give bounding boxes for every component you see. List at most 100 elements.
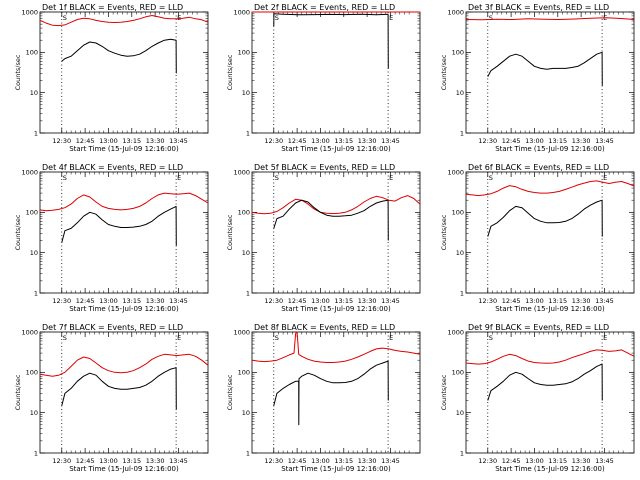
- x-tick-label: 13:30: [572, 457, 591, 465]
- y-tick-label: 10: [456, 249, 464, 257]
- panel-1: Det 1f BLACK = Events, RED = LLD 1 10 100 10…: [14, 3, 209, 153]
- lld-series-line: [251, 331, 421, 363]
- y-tick-label: 100: [452, 369, 464, 377]
- plot-frame: [39, 331, 209, 454]
- x-tick-label: 13:45: [381, 457, 400, 465]
- end-marker-label: E: [177, 334, 181, 342]
- x-tick-label: 13:00: [311, 457, 330, 465]
- y-tick-label: 10: [456, 89, 464, 97]
- panel-title: Det 9f BLACK = Events, RED = LLD: [468, 323, 609, 332]
- x-tick-label: 13:15: [548, 457, 567, 465]
- x-tick-label: 13:30: [358, 297, 377, 305]
- events-series-line: [273, 13, 389, 69]
- y-tick-label: 100: [238, 369, 250, 377]
- lld-series-line: [465, 180, 635, 197]
- panel-7: Det 7f BLACK = Events, RED = LLD 1 10 100 10…: [14, 323, 209, 473]
- panel-title: Det 2f BLACK = Events, RED = LLD: [254, 3, 395, 12]
- start-marker-label: S: [63, 174, 67, 182]
- start-marker-label: S: [63, 334, 67, 342]
- end-marker-label: E: [603, 174, 607, 182]
- events-series-line: [487, 363, 603, 401]
- y-tick-label: 1: [460, 289, 464, 297]
- y-tick-label: 100: [238, 49, 250, 57]
- y-tick-label: 100: [26, 369, 38, 377]
- x-tick-label: 13:45: [381, 137, 400, 145]
- lld-series-line: [39, 15, 209, 27]
- y-tick-label: 100: [26, 49, 38, 57]
- events-series-line: [273, 360, 389, 426]
- x-tick-label: 12:30: [478, 137, 497, 145]
- y-tick-label: 10: [30, 89, 38, 97]
- events-series-line: [61, 367, 177, 410]
- x-tick-label: 13:30: [146, 457, 165, 465]
- panel-title: Det 8f BLACK = Events, RED = LLD: [254, 323, 395, 332]
- y-tick-label: 1000: [21, 328, 38, 336]
- y-axis-label: Counts/sec: [226, 374, 234, 410]
- x-tick-label: 13:15: [334, 297, 353, 305]
- x-tick-label: 13:00: [525, 457, 544, 465]
- x-axis-label: Start Time (15-Jul-09 12:16:00): [281, 465, 391, 473]
- plot-frame: [465, 171, 635, 294]
- x-axis-label: Start Time (15-Jul-09 12:16:00): [69, 465, 179, 473]
- events-series-line: [487, 199, 603, 237]
- y-axis-label: Counts/sec: [440, 374, 448, 410]
- x-tick-label: 13:45: [595, 457, 614, 465]
- x-tick-label: 12:45: [502, 457, 521, 465]
- panel-5: Det 5f BLACK = Events, RED = LLD 1 10 100 10…: [226, 163, 421, 313]
- y-tick-label: 1000: [447, 8, 464, 16]
- y-tick-label: 1000: [21, 8, 38, 16]
- y-tick-label: 10: [242, 249, 250, 257]
- y-axis-label: Counts/sec: [14, 54, 22, 90]
- x-tick-label: 13:45: [595, 137, 614, 145]
- y-tick-label: 1: [246, 289, 250, 297]
- y-axis-label: Counts/sec: [440, 214, 448, 250]
- y-tick-label: 1000: [447, 328, 464, 336]
- end-marker-label: E: [177, 14, 181, 22]
- x-axis-label: Start Time (15-Jul-09 12:16:00): [495, 145, 605, 153]
- panel-9: Det 9f BLACK = Events, RED = LLD 1 10 100 10…: [440, 323, 635, 473]
- x-tick-label: 13:15: [122, 137, 141, 145]
- x-tick-label: 12:30: [264, 457, 283, 465]
- y-tick-label: 1: [34, 449, 38, 457]
- x-tick-label: 12:45: [288, 457, 307, 465]
- x-tick-label: 13:00: [99, 457, 118, 465]
- y-tick-label: 10: [456, 409, 464, 417]
- y-tick-label: 1000: [233, 168, 250, 176]
- panel-6: Det 6f BLACK = Events, RED = LLD 1 10 100 10…: [440, 163, 635, 313]
- panel-4: Det 4f BLACK = Events, RED = LLD 1 10 100 10…: [14, 163, 209, 313]
- y-tick-label: 1000: [447, 168, 464, 176]
- x-axis-label: Start Time (15-Jul-09 12:16:00): [281, 145, 391, 153]
- start-marker-label: S: [63, 14, 67, 22]
- x-tick-label: 12:45: [288, 137, 307, 145]
- y-tick-label: 100: [452, 49, 464, 57]
- end-marker-label: E: [389, 174, 393, 182]
- events-series-line: [487, 51, 603, 86]
- plot-frame: [251, 171, 421, 294]
- plot-frame: [39, 11, 209, 134]
- x-tick-label: 13:15: [122, 457, 141, 465]
- x-tick-label: 12:30: [478, 297, 497, 305]
- end-marker-label: E: [177, 174, 181, 182]
- x-tick-label: 12:30: [264, 297, 283, 305]
- y-tick-label: 100: [26, 209, 38, 217]
- panel-title: Det 5f BLACK = Events, RED = LLD: [254, 163, 395, 172]
- lld-series-line: [39, 353, 209, 377]
- x-tick-label: 13:00: [311, 297, 330, 305]
- y-axis-label: Counts/sec: [440, 54, 448, 90]
- x-tick-label: 13:45: [381, 297, 400, 305]
- panel-title: Det 4f BLACK = Events, RED = LLD: [42, 163, 183, 172]
- y-tick-label: 1: [246, 129, 250, 137]
- y-tick-label: 1000: [233, 328, 250, 336]
- x-tick-label: 13:15: [334, 457, 353, 465]
- plot-frame: [251, 331, 421, 454]
- x-axis-label: Start Time (15-Jul-09 12:16:00): [281, 305, 391, 313]
- x-tick-label: 13:30: [572, 297, 591, 305]
- x-tick-label: 12:30: [52, 137, 71, 145]
- y-tick-label: 1: [34, 289, 38, 297]
- y-tick-label: 10: [242, 89, 250, 97]
- x-tick-label: 12:30: [264, 137, 283, 145]
- x-tick-label: 13:00: [525, 137, 544, 145]
- x-tick-label: 12:45: [288, 297, 307, 305]
- x-axis-label: Start Time (15-Jul-09 12:16:00): [69, 305, 179, 313]
- x-tick-label: 13:30: [358, 137, 377, 145]
